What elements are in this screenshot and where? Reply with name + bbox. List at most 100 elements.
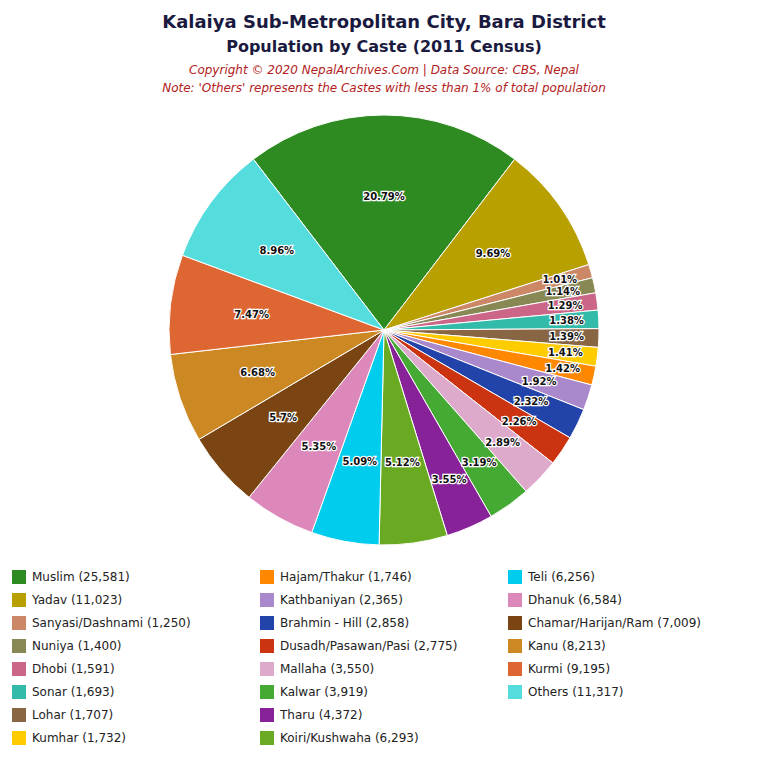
legend-label: Kurmi (9,195) (528, 662, 610, 676)
data-label: 3.55% (432, 474, 467, 485)
data-label: 3.19% (462, 457, 497, 468)
data-labels: 20.79%9.69%1.01%1.14%1.29%1.38%1.39%1.41… (234, 191, 584, 485)
legend-label: Sonar (1,693) (32, 685, 114, 699)
legend-swatch (12, 616, 26, 630)
legend-item: Kurmi (9,195) (508, 662, 610, 676)
annotation: Copyright © 2020 NepalArchives.Com | Dat… (189, 63, 580, 77)
legend-label: Yadav (11,023) (31, 593, 122, 607)
legend-swatch (260, 616, 274, 630)
legend-label: Chamar/Harijan/Ram (7,009) (528, 616, 701, 630)
data-label: 1.92% (522, 376, 557, 387)
legend-swatch (12, 731, 26, 745)
data-label: 9.69% (476, 248, 511, 259)
data-label: 6.68% (240, 367, 275, 378)
legend-item: Mallaha (3,550) (260, 662, 374, 676)
data-label: 1.38% (549, 315, 584, 326)
chart: Kalaiya Sub-Metropolitan City, Bara Dist… (0, 0, 768, 768)
legend-swatch (12, 685, 26, 699)
legend-item: Yadav (11,023) (12, 593, 122, 607)
legend-swatch (508, 662, 522, 676)
data-label: 2.26% (502, 416, 537, 427)
slice (384, 293, 598, 330)
data-label: 5.7% (269, 412, 297, 423)
legend-label: Teli (6,256) (527, 570, 595, 584)
subtitle: Population by Caste (2011 Census) (226, 37, 542, 56)
legend-swatch (260, 685, 274, 699)
legend-label: Kumhar (1,732) (32, 731, 126, 745)
legend-swatch (260, 731, 274, 745)
legend-label: Dhobi (1,591) (32, 662, 115, 676)
data-label: 5.12% (385, 457, 420, 468)
legend-label: Koiri/Kushwaha (6,293) (280, 731, 419, 745)
data-label: 1.29% (548, 300, 583, 311)
data-label: 1.41% (548, 347, 583, 358)
legend-swatch (260, 639, 274, 653)
legend-label: Kanu (8,213) (528, 639, 606, 653)
legend-swatch (260, 708, 274, 722)
legend-swatch (508, 570, 522, 584)
legend-swatch (260, 662, 274, 676)
title-block: Kalaiya Sub-Metropolitan City, Bara Dist… (162, 11, 606, 95)
legend-swatch (508, 685, 522, 699)
data-label: 5.09% (342, 456, 377, 467)
data-label: 1.01% (542, 274, 577, 285)
legend-swatch (12, 662, 26, 676)
legend-swatch (260, 570, 274, 584)
legend-swatch (508, 639, 522, 653)
legend-label: Muslim (25,581) (32, 570, 130, 584)
legend-item: Lohar (1,707) (12, 708, 113, 722)
legend-swatch (508, 593, 522, 607)
legend-item: Kumhar (1,732) (12, 731, 126, 745)
legend-swatch (12, 708, 26, 722)
pie (169, 115, 599, 545)
legend-label: Nuniya (1,400) (32, 639, 122, 653)
legend-label: Kalwar (3,919) (280, 685, 368, 699)
legend-item: Koiri/Kushwaha (6,293) (260, 731, 419, 745)
legend-item: Hajam/Thakur (1,746) (260, 570, 412, 584)
legend: Muslim (25,581) Yadav (11,023) Sanyasi/Das… (12, 570, 701, 745)
legend-item: Brahmin - Hill (2,858) (260, 616, 409, 630)
legend-label: Dhanuk (6,584) (528, 593, 622, 607)
data-label: 2.32% (514, 396, 549, 407)
legend-label: Sanyasi/Dashnami (1,250) (32, 616, 191, 630)
data-label: 20.79% (363, 191, 405, 202)
legend-item: Sanyasi/Dashnami (1,250) (12, 616, 191, 630)
legend-label: Others (11,317) (528, 685, 624, 699)
legend-swatch (260, 593, 274, 607)
legend-label: Mallaha (3,550) (280, 662, 374, 676)
legend-item: Dhanuk (6,584) (508, 593, 622, 607)
legend-label: Lohar (1,707) (32, 708, 113, 722)
data-label: 5.35% (301, 441, 336, 452)
legend-item: Kalwar (3,919) (260, 685, 368, 699)
legend-item: Nuniya (1,400) (12, 639, 122, 653)
legend-item: Teli (6,256) (508, 570, 595, 584)
legend-item: Tharu (4,372) (260, 708, 362, 722)
legend-swatch (12, 639, 26, 653)
slice (379, 330, 447, 545)
legend-swatch (12, 593, 26, 607)
legend-item: Chamar/Harijan/Ram (7,009) (508, 616, 701, 630)
legend-label: Hajam/Thakur (1,746) (280, 570, 412, 584)
legend-label: Kathbaniyan (2,365) (280, 593, 403, 607)
data-label: 1.39% (549, 331, 584, 342)
slice (384, 310, 599, 330)
legend-swatch (12, 570, 26, 584)
data-label: 1.42% (545, 363, 580, 374)
legend-item: Muslim (25,581) (12, 570, 130, 584)
legend-item: Kanu (8,213) (508, 639, 606, 653)
slice (182, 159, 384, 330)
legend-label: Brahmin - Hill (2,858) (280, 616, 409, 630)
annotation: Note: 'Others' represents the Castes wit… (162, 81, 606, 95)
legend-item: Sonar (1,693) (12, 685, 114, 699)
legend-label: Tharu (4,372) (279, 708, 362, 722)
legend-label: Dusadh/Pasawan/Pasi (2,775) (280, 639, 457, 653)
data-label: 8.96% (259, 245, 294, 256)
legend-item: Dusadh/Pasawan/Pasi (2,775) (260, 639, 457, 653)
legend-item: Others (11,317) (508, 685, 624, 699)
data-label: 2.89% (485, 437, 520, 448)
legend-item: Dhobi (1,591) (12, 662, 115, 676)
data-label: 7.47% (234, 309, 269, 320)
legend-item: Kathbaniyan (2,365) (260, 593, 403, 607)
title: Kalaiya Sub-Metropolitan City, Bara Dist… (162, 11, 606, 32)
legend-swatch (508, 616, 522, 630)
